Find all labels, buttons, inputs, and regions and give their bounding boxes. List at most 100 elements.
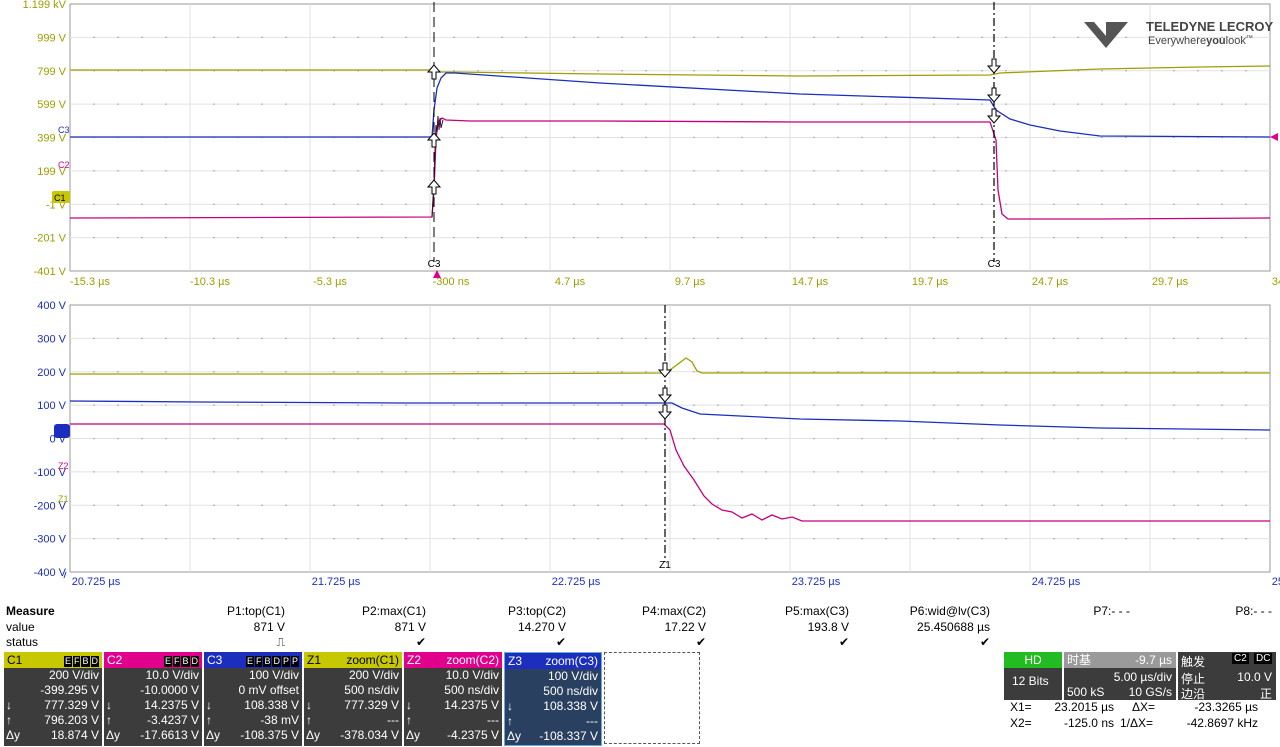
grid-dot <box>405 337 407 339</box>
grid-dot <box>501 371 503 373</box>
channel-row-symbol: Δy <box>406 728 421 742</box>
measure-header[interactable]: P7:- - - <box>1093 604 1130 618</box>
bottom-x-label: 22.725 µs <box>552 576 601 588</box>
channel-row-symbol: Δy <box>306 728 321 742</box>
grid-dot <box>933 103 935 105</box>
grid-dot <box>957 170 959 172</box>
grid-dot <box>333 203 335 205</box>
channel-box-c3[interactable]: C3 E F B D P P 100 V/div 0 mV offset ↓ 108.338 V ↑ -… <box>204 652 302 746</box>
measure-header[interactable]: P4:max(C2) <box>641 604 706 618</box>
grid-dot <box>93 404 95 406</box>
channel-row-value: -3.4237 V <box>146 713 199 727</box>
channel-row-symbol: Δy <box>507 729 522 743</box>
top-x-label: 29.7 µs <box>1152 276 1189 288</box>
grid-dot <box>1221 136 1223 139</box>
top-x-label: -5.3 µs <box>313 276 347 288</box>
top-x-label: -300 ns <box>433 276 470 288</box>
grid-dot <box>453 36 455 38</box>
grid-dot <box>285 404 287 406</box>
marker-c1-badge <box>52 191 70 203</box>
grid-dot <box>357 237 359 239</box>
grid-dot <box>1005 371 1007 373</box>
channel-row-value: 200 V/div <box>348 668 399 682</box>
cursor-arrow <box>426 179 442 195</box>
grid-dot <box>1197 103 1199 105</box>
grid-dot <box>837 437 839 440</box>
grid-dot <box>525 170 527 172</box>
grid-dot <box>453 404 455 406</box>
channel-name: C2 <box>107 653 123 667</box>
channel-box-z3[interactable]: Z3 zoom(C3) 100 V/div 500 ns/div ↓ 108.338 V ↑… <box>504 652 602 746</box>
channel-row-value: -10.0000 V <box>140 683 199 697</box>
grid-dot <box>213 371 215 373</box>
empty-descriptor-slot[interactable] <box>604 652 700 744</box>
grid-dot <box>525 538 527 540</box>
grid-dot <box>1197 136 1199 139</box>
grid-dot <box>741 237 743 239</box>
trace-c3-top <box>70 72 1271 138</box>
timebase-descriptor[interactable]: 时基 -9.7 µs 5.00 µs/div 500 kS 10 GS/s <box>1064 652 1176 700</box>
cursor-arrow <box>986 58 1002 74</box>
channel-row: Δy -17.6613 V <box>104 728 202 743</box>
grid-dot <box>765 36 767 38</box>
marker-c2: C2 <box>58 160 70 170</box>
grid-dot <box>765 237 767 239</box>
measure-header[interactable]: P8:- - - <box>1235 604 1272 618</box>
grid-dot <box>1245 371 1247 373</box>
grid-dot <box>693 36 695 38</box>
channel-box-z2[interactable]: Z2 zoom(C2) 10.0 V/div 500 ns/div ↓ 14.2375 V… <box>404 652 502 746</box>
grid-dot <box>981 404 983 406</box>
channel-box-c1[interactable]: C1 E F B D 200 V/div -399.295 V ↓ 777.329 V ↑ 796.… <box>4 652 102 746</box>
grid-dot <box>1173 504 1175 506</box>
channel-header: C1 E F B D <box>4 652 102 668</box>
grid-dot <box>1125 103 1127 105</box>
grid-dot <box>357 404 359 406</box>
grid-dot <box>621 337 623 339</box>
top-x-label: -15.3 µs <box>70 276 110 288</box>
bottom-grid <box>69 304 1271 573</box>
measure-header[interactable]: P2:max(C1) <box>361 604 426 618</box>
grid-dot <box>213 237 215 239</box>
grid-dot <box>237 371 239 373</box>
measure-header[interactable]: P3:top(C2) <box>507 604 566 618</box>
grid-dot <box>1125 371 1127 373</box>
grid-dot <box>597 337 599 339</box>
grid-dot <box>1125 538 1127 540</box>
grid-dot <box>1221 103 1223 105</box>
grid-dot <box>213 437 215 440</box>
measure-status: ✔ <box>838 635 849 649</box>
grid-dot <box>165 504 167 506</box>
measure-header[interactable]: P5:max(C3) <box>784 604 849 618</box>
channel-box-z1[interactable]: Z1 zoom(C1) 200 V/div 500 ns/div ↓ 777.329 V ↑… <box>304 652 402 746</box>
grid-dot <box>117 237 119 239</box>
grid-dot <box>165 538 167 540</box>
measure-header[interactable]: P1:top(C1) <box>226 604 285 618</box>
grid-dot <box>597 36 599 38</box>
grid-dot <box>1077 237 1079 239</box>
bottom-left-tick <box>63 571 67 579</box>
acquisition-mode[interactable]: HD 12 Bits <box>1004 652 1062 700</box>
grid-dot <box>93 337 95 339</box>
grid-dot <box>1173 538 1175 540</box>
grid-dot <box>1221 538 1223 540</box>
trigger-label: 触发 <box>1181 655 1206 669</box>
grid-dot <box>357 36 359 38</box>
trigger-edge-label: 边沿 <box>1181 687 1206 701</box>
grid-dot <box>501 237 503 239</box>
grid-dot <box>1173 337 1175 339</box>
grid-dot <box>597 404 599 406</box>
grid-dot <box>1053 136 1055 139</box>
grid-dot <box>1005 538 1007 540</box>
measure-header[interactable]: P6:wid@lv(C3) <box>909 604 990 618</box>
grid-dot <box>1197 437 1199 440</box>
channel-box-c2[interactable]: C2 E F B D 10.0 V/div -10.0000 V ↓ 14.2375 V ↑ -3.… <box>104 652 202 746</box>
grid-dot <box>93 237 95 239</box>
channel-row: -10.0000 V <box>104 683 202 698</box>
grid-dot <box>357 504 359 506</box>
grid-dot <box>1101 203 1103 205</box>
grid-dot <box>645 404 647 406</box>
grid-dot <box>261 203 263 205</box>
grid-dot <box>1053 404 1055 406</box>
trigger-descriptor[interactable]: 触发 C2 DC 停止 10.0 V 边沿 正 <box>1178 652 1276 701</box>
